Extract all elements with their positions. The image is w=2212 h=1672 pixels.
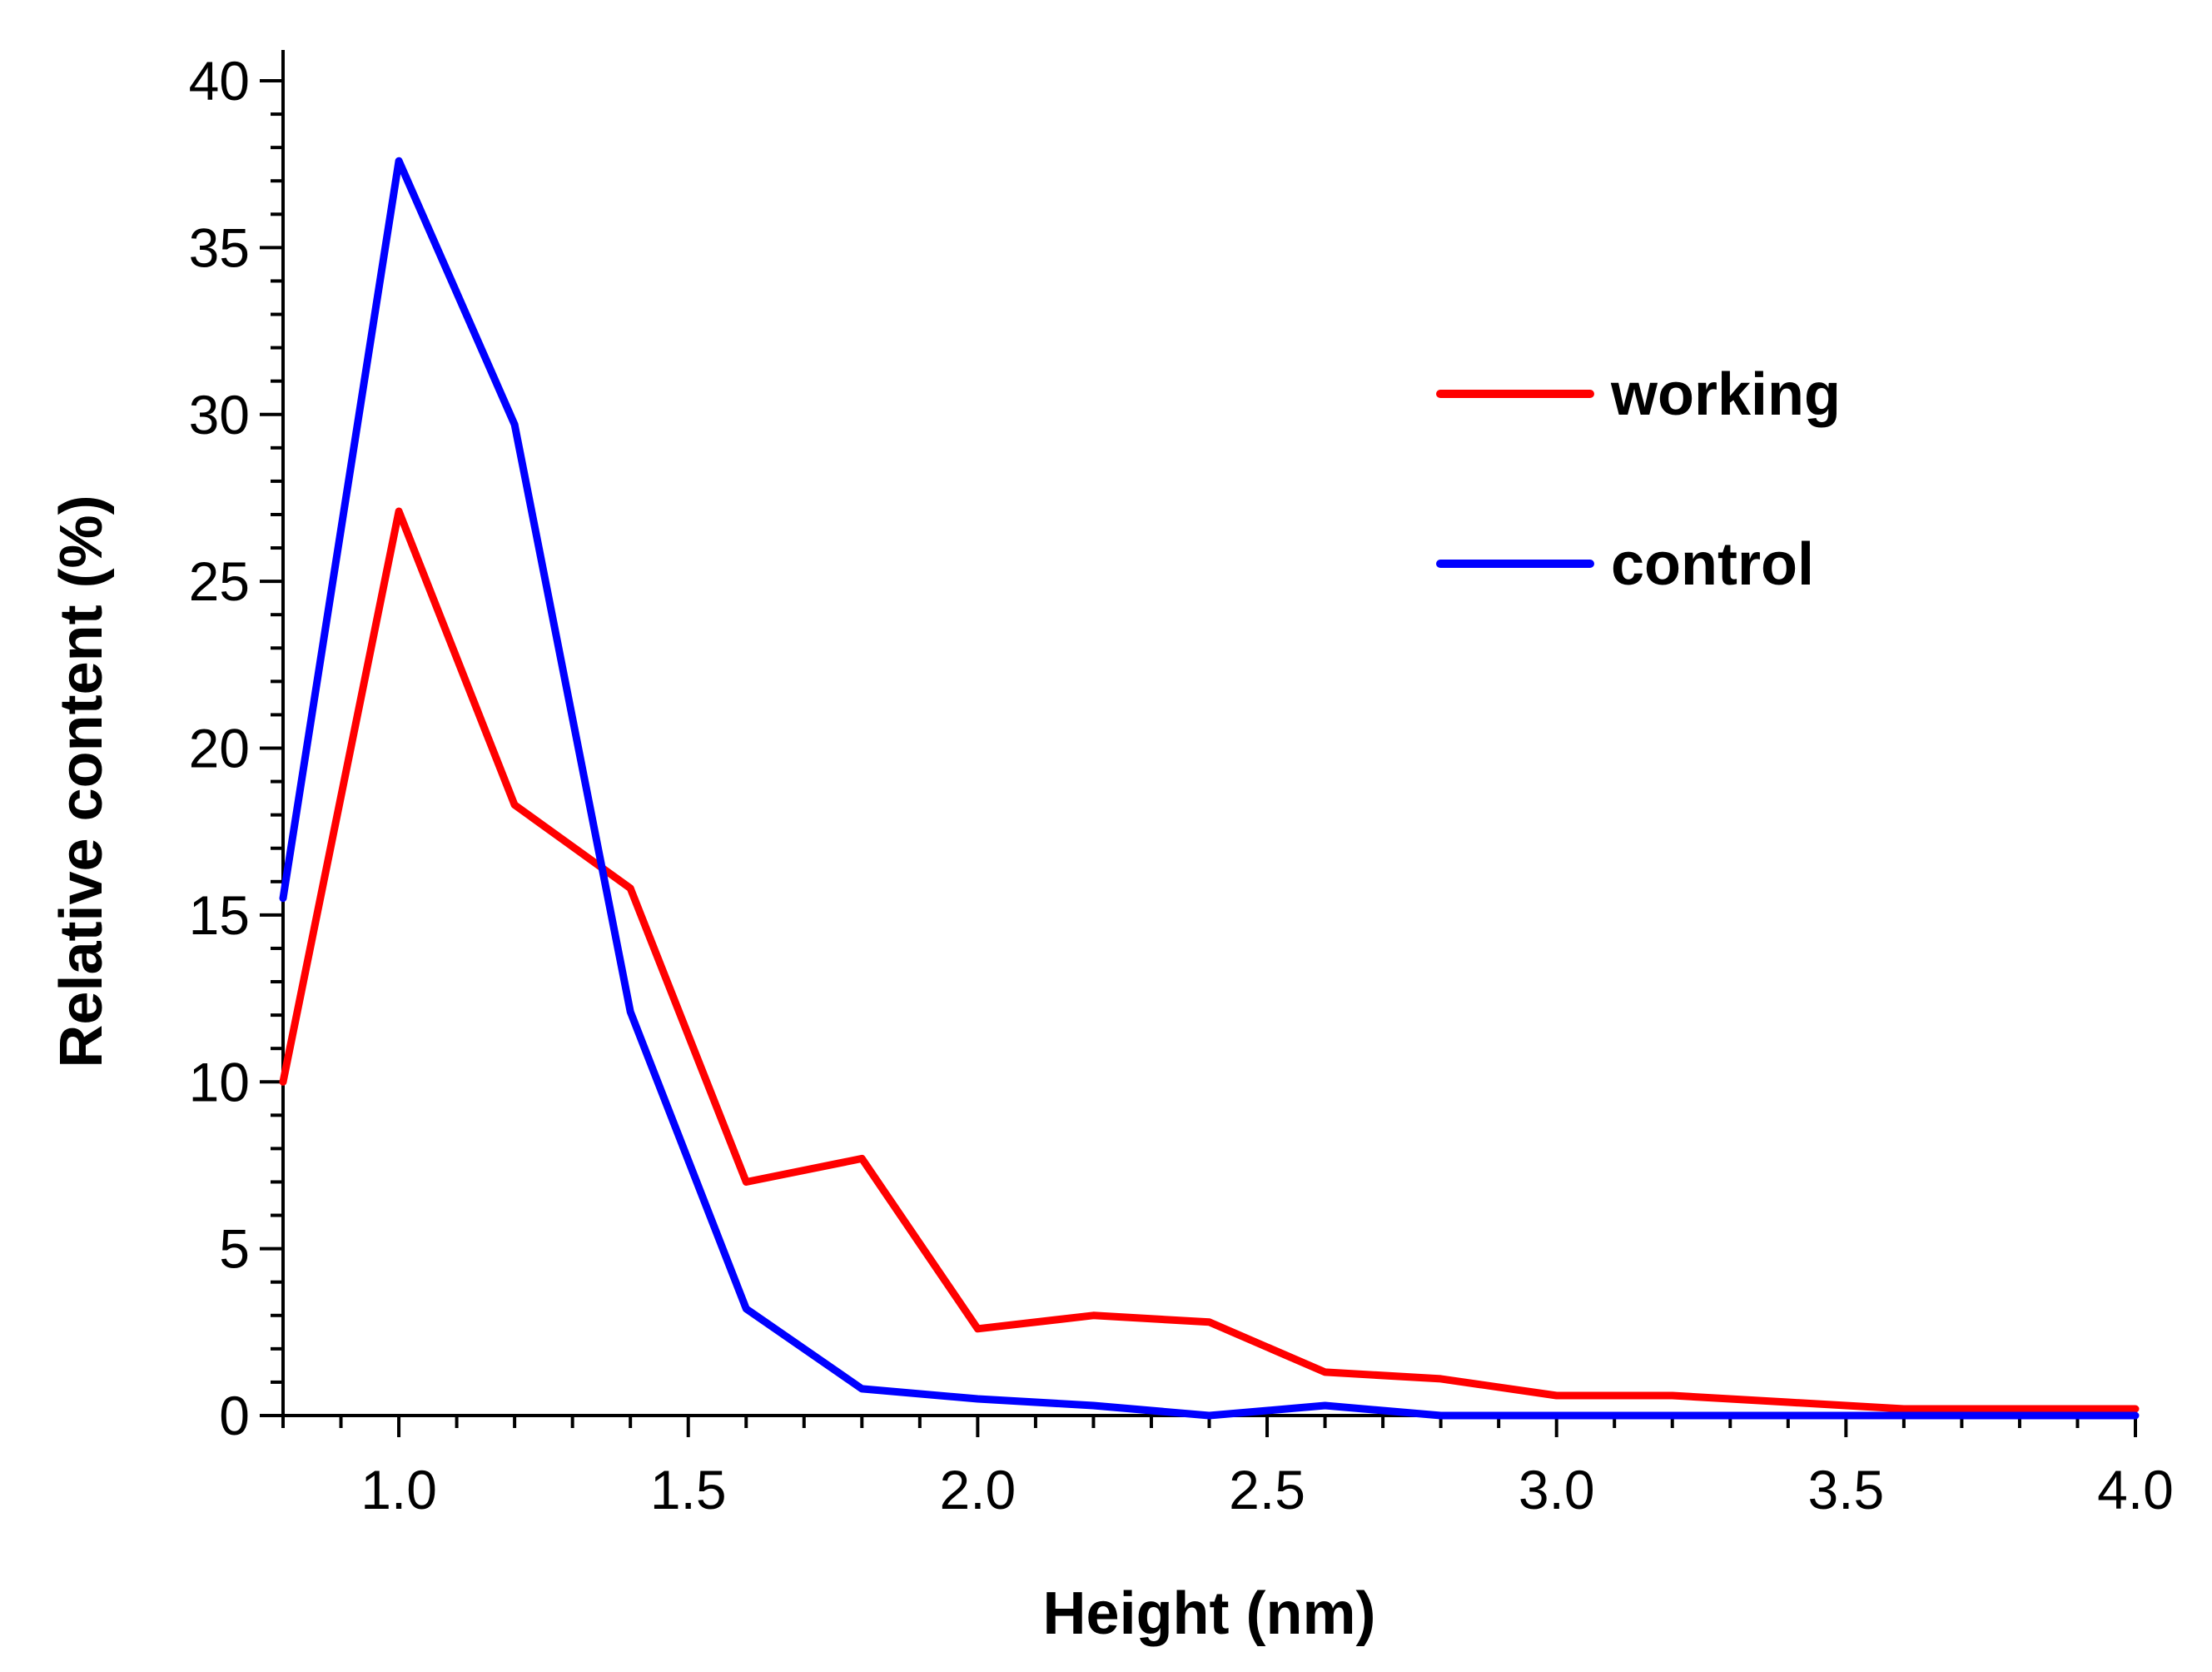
y-tick-label: 25 (189, 550, 250, 612)
x-axis-title: Height (nm) (1043, 1580, 1376, 1647)
x-tick-label: 2.0 (940, 1459, 1017, 1520)
y-tick-label: 30 (189, 384, 250, 445)
series-line-control (279, 157, 2140, 1420)
legend: working control (1436, 361, 1841, 598)
y-tick-label: 0 (219, 1385, 250, 1446)
legend-label-control: control (1611, 531, 1814, 598)
x-tick-label: 3.0 (1519, 1459, 1595, 1520)
series-line-working (279, 507, 2140, 1413)
y-tick-label: 35 (189, 216, 250, 278)
x-tick-label: 4.0 (2097, 1459, 2174, 1520)
x-tick-label: 2.5 (1229, 1459, 1305, 1520)
y-tick-label: 40 (189, 50, 250, 112)
x-tick-label: 3.5 (1807, 1459, 1884, 1520)
y-axis-title: Relative content (%) (48, 495, 115, 1067)
y-tick-label: 10 (189, 1051, 250, 1112)
y-tick-label: 5 (219, 1218, 250, 1280)
y-tick-label: 15 (189, 884, 250, 946)
x-tick-label: 1.0 (360, 1459, 437, 1520)
y-tick-label: 20 (189, 718, 250, 779)
legend-label-working: working (1610, 361, 1841, 428)
x-tick-label: 1.5 (650, 1459, 727, 1520)
series-lines (279, 157, 2140, 1420)
axes: 1.0 1.5 2.0 2.5 3.0 3.5 4.0 0 5 10 15 20 25 30 35 40 (189, 50, 2174, 1520)
